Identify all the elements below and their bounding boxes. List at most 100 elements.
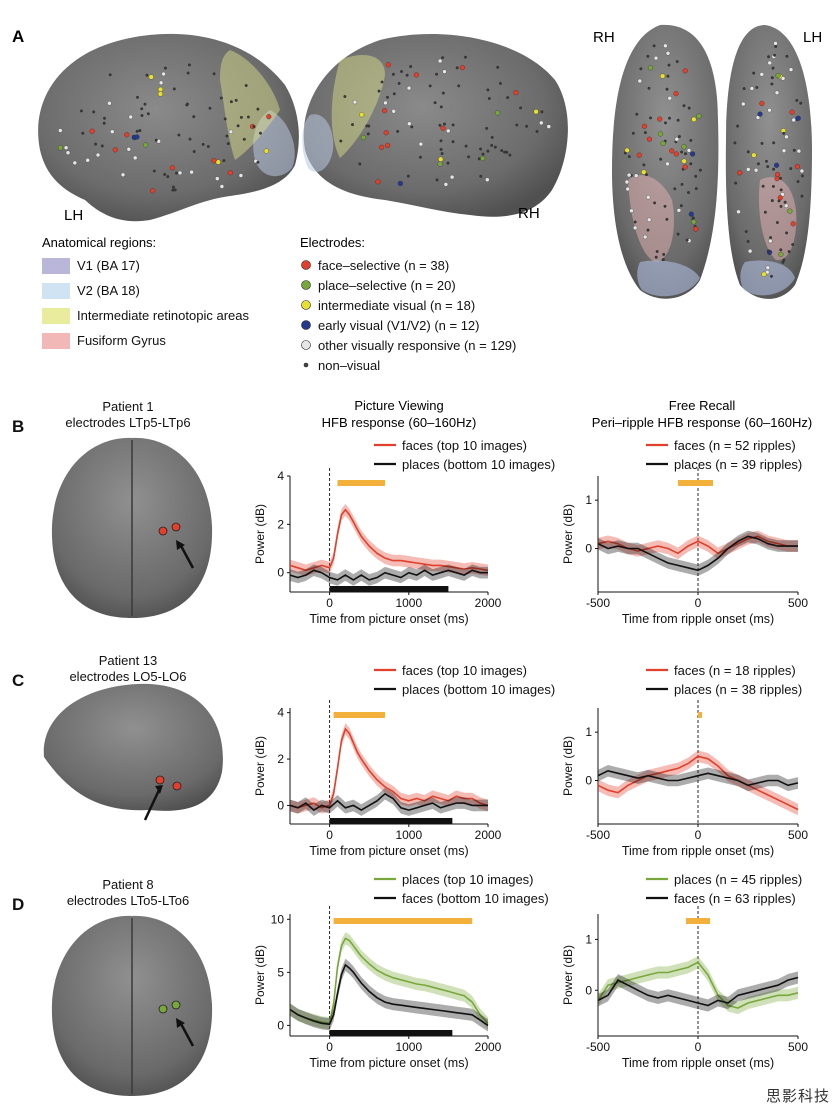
- electrode-dot: [681, 158, 687, 164]
- electrode-dot: [691, 116, 697, 122]
- electrode-dot: [148, 74, 154, 80]
- electrode-dot: [775, 171, 781, 178]
- y-tick-label: 0: [585, 542, 592, 556]
- electrode-dot: [778, 251, 784, 257]
- electrode-dot: [441, 56, 445, 60]
- x-tick-label: 1000: [395, 596, 422, 610]
- panel-letter: D: [12, 895, 24, 914]
- electrode-dot: [186, 71, 190, 75]
- electrode-dot: [58, 128, 63, 133]
- electrode-dot: [163, 66, 167, 70]
- electrode-dot: [772, 167, 776, 171]
- electrode-dot: [57, 145, 64, 151]
- electrode-dot: [667, 96, 672, 101]
- electrode-dot: [446, 161, 450, 165]
- electrode-marker: [172, 781, 182, 791]
- electrode-dot: [508, 153, 512, 157]
- electrode-dot: [665, 87, 669, 91]
- legend-label: faces (bottom 10 images): [402, 891, 549, 906]
- electrode-dot: [219, 184, 225, 189]
- legend-label: faces (n = 18 ripples): [674, 663, 796, 678]
- electrode-legend-label: face–selective (n = 38): [318, 258, 449, 273]
- patient-electrodes: electrodes LO5-LO6: [69, 669, 186, 684]
- region-label: V2 (BA 18): [77, 283, 140, 298]
- electrode-dot: [438, 123, 442, 127]
- electrode-dot: [696, 113, 702, 119]
- electrode-dot: [146, 112, 150, 116]
- label-ventral-rh: RH: [593, 29, 615, 46]
- electrode-dot: [459, 65, 465, 71]
- electrode-dot: [136, 95, 139, 99]
- x-axis-label: Time from picture onset (ms): [309, 1056, 468, 1070]
- y-tick-label: 1: [585, 725, 592, 739]
- electrode-dot: [481, 152, 485, 156]
- electrode-dot: [785, 54, 789, 58]
- significance-bar: [333, 712, 386, 718]
- electrode-dot: [689, 138, 693, 142]
- legend-label: places (bottom 10 images): [402, 457, 555, 472]
- electrode-dot: [784, 134, 789, 140]
- ventral-left-hemisphere: [725, 25, 812, 299]
- left-hemi-intermediate-region: [220, 50, 280, 160]
- significance-bar: [337, 480, 386, 486]
- electrode-dot: [493, 145, 497, 149]
- watermark: 思影科技: [765, 1087, 830, 1105]
- electrode-dot: [212, 72, 216, 76]
- electrode-dot: [428, 84, 432, 88]
- electrode-dot: [365, 124, 369, 128]
- electrode-dot: [777, 195, 783, 201]
- electrode-marker: [155, 775, 165, 785]
- electrode-dot: [689, 162, 693, 166]
- electrode-dot: [485, 177, 490, 182]
- electrode-dot: [451, 123, 455, 127]
- electrode-dot: [647, 217, 652, 222]
- electrode-dot: [639, 67, 643, 71]
- electrode-dot: [477, 157, 481, 161]
- electrode-dot: [79, 109, 83, 113]
- electrode-dot: [655, 250, 659, 253]
- label-rh: RH: [518, 205, 540, 222]
- y-axis-label: Power (dB): [561, 504, 575, 564]
- significance-bar: [678, 480, 713, 486]
- electrode-dot: [150, 188, 156, 194]
- electrode-dot: [691, 219, 697, 225]
- electrode-dot: [490, 135, 494, 139]
- electrode-dot: [513, 90, 519, 96]
- electrode-dot: [440, 152, 444, 155]
- electrode-dot: [435, 178, 439, 182]
- electrode-dot: [646, 54, 650, 58]
- series-error-band: [598, 530, 798, 560]
- electrode-dot: [201, 142, 205, 146]
- electrode-dot: [437, 58, 443, 64]
- regions-legend-title: Anatomical regions:: [42, 235, 156, 250]
- electrode-dot: [451, 140, 455, 144]
- x-tick-label: 1000: [395, 1040, 422, 1054]
- electrode-dot: [495, 110, 501, 116]
- y-axis-label: Power (dB): [253, 945, 267, 1005]
- y-axis-label: Power (dB): [253, 504, 267, 564]
- electrode-dot: [761, 271, 767, 277]
- electrode-dot: [780, 76, 786, 81]
- electrode-dot: [95, 152, 101, 158]
- region-swatch: [42, 333, 70, 349]
- ventral-fusiform-right: [628, 175, 675, 262]
- recall-column-subtitle: Peri–ripple HFB response (60–160Hz): [592, 415, 812, 430]
- patient-name: Patient 13: [99, 653, 158, 668]
- electrode-dot: [795, 98, 799, 102]
- electrode-dot: [795, 115, 801, 121]
- electrode-dot: [733, 141, 737, 145]
- electrode-dot: [133, 155, 138, 161]
- electrode-dot: [657, 131, 664, 137]
- electrode-dot: [140, 107, 144, 111]
- region-swatch: [42, 308, 70, 324]
- electrode-dot: [677, 135, 681, 138]
- pointer-arrow: [178, 543, 195, 569]
- region-label: Fusiform Gyrus: [77, 333, 166, 348]
- electrode-dot: [770, 274, 773, 278]
- electrode-dot: [646, 195, 651, 200]
- electrode-dot: [540, 110, 544, 114]
- electrode-dot: [647, 65, 654, 71]
- electrode-dot: [535, 130, 539, 133]
- electrode-dot: [100, 144, 104, 148]
- electrode-dot: [435, 72, 439, 76]
